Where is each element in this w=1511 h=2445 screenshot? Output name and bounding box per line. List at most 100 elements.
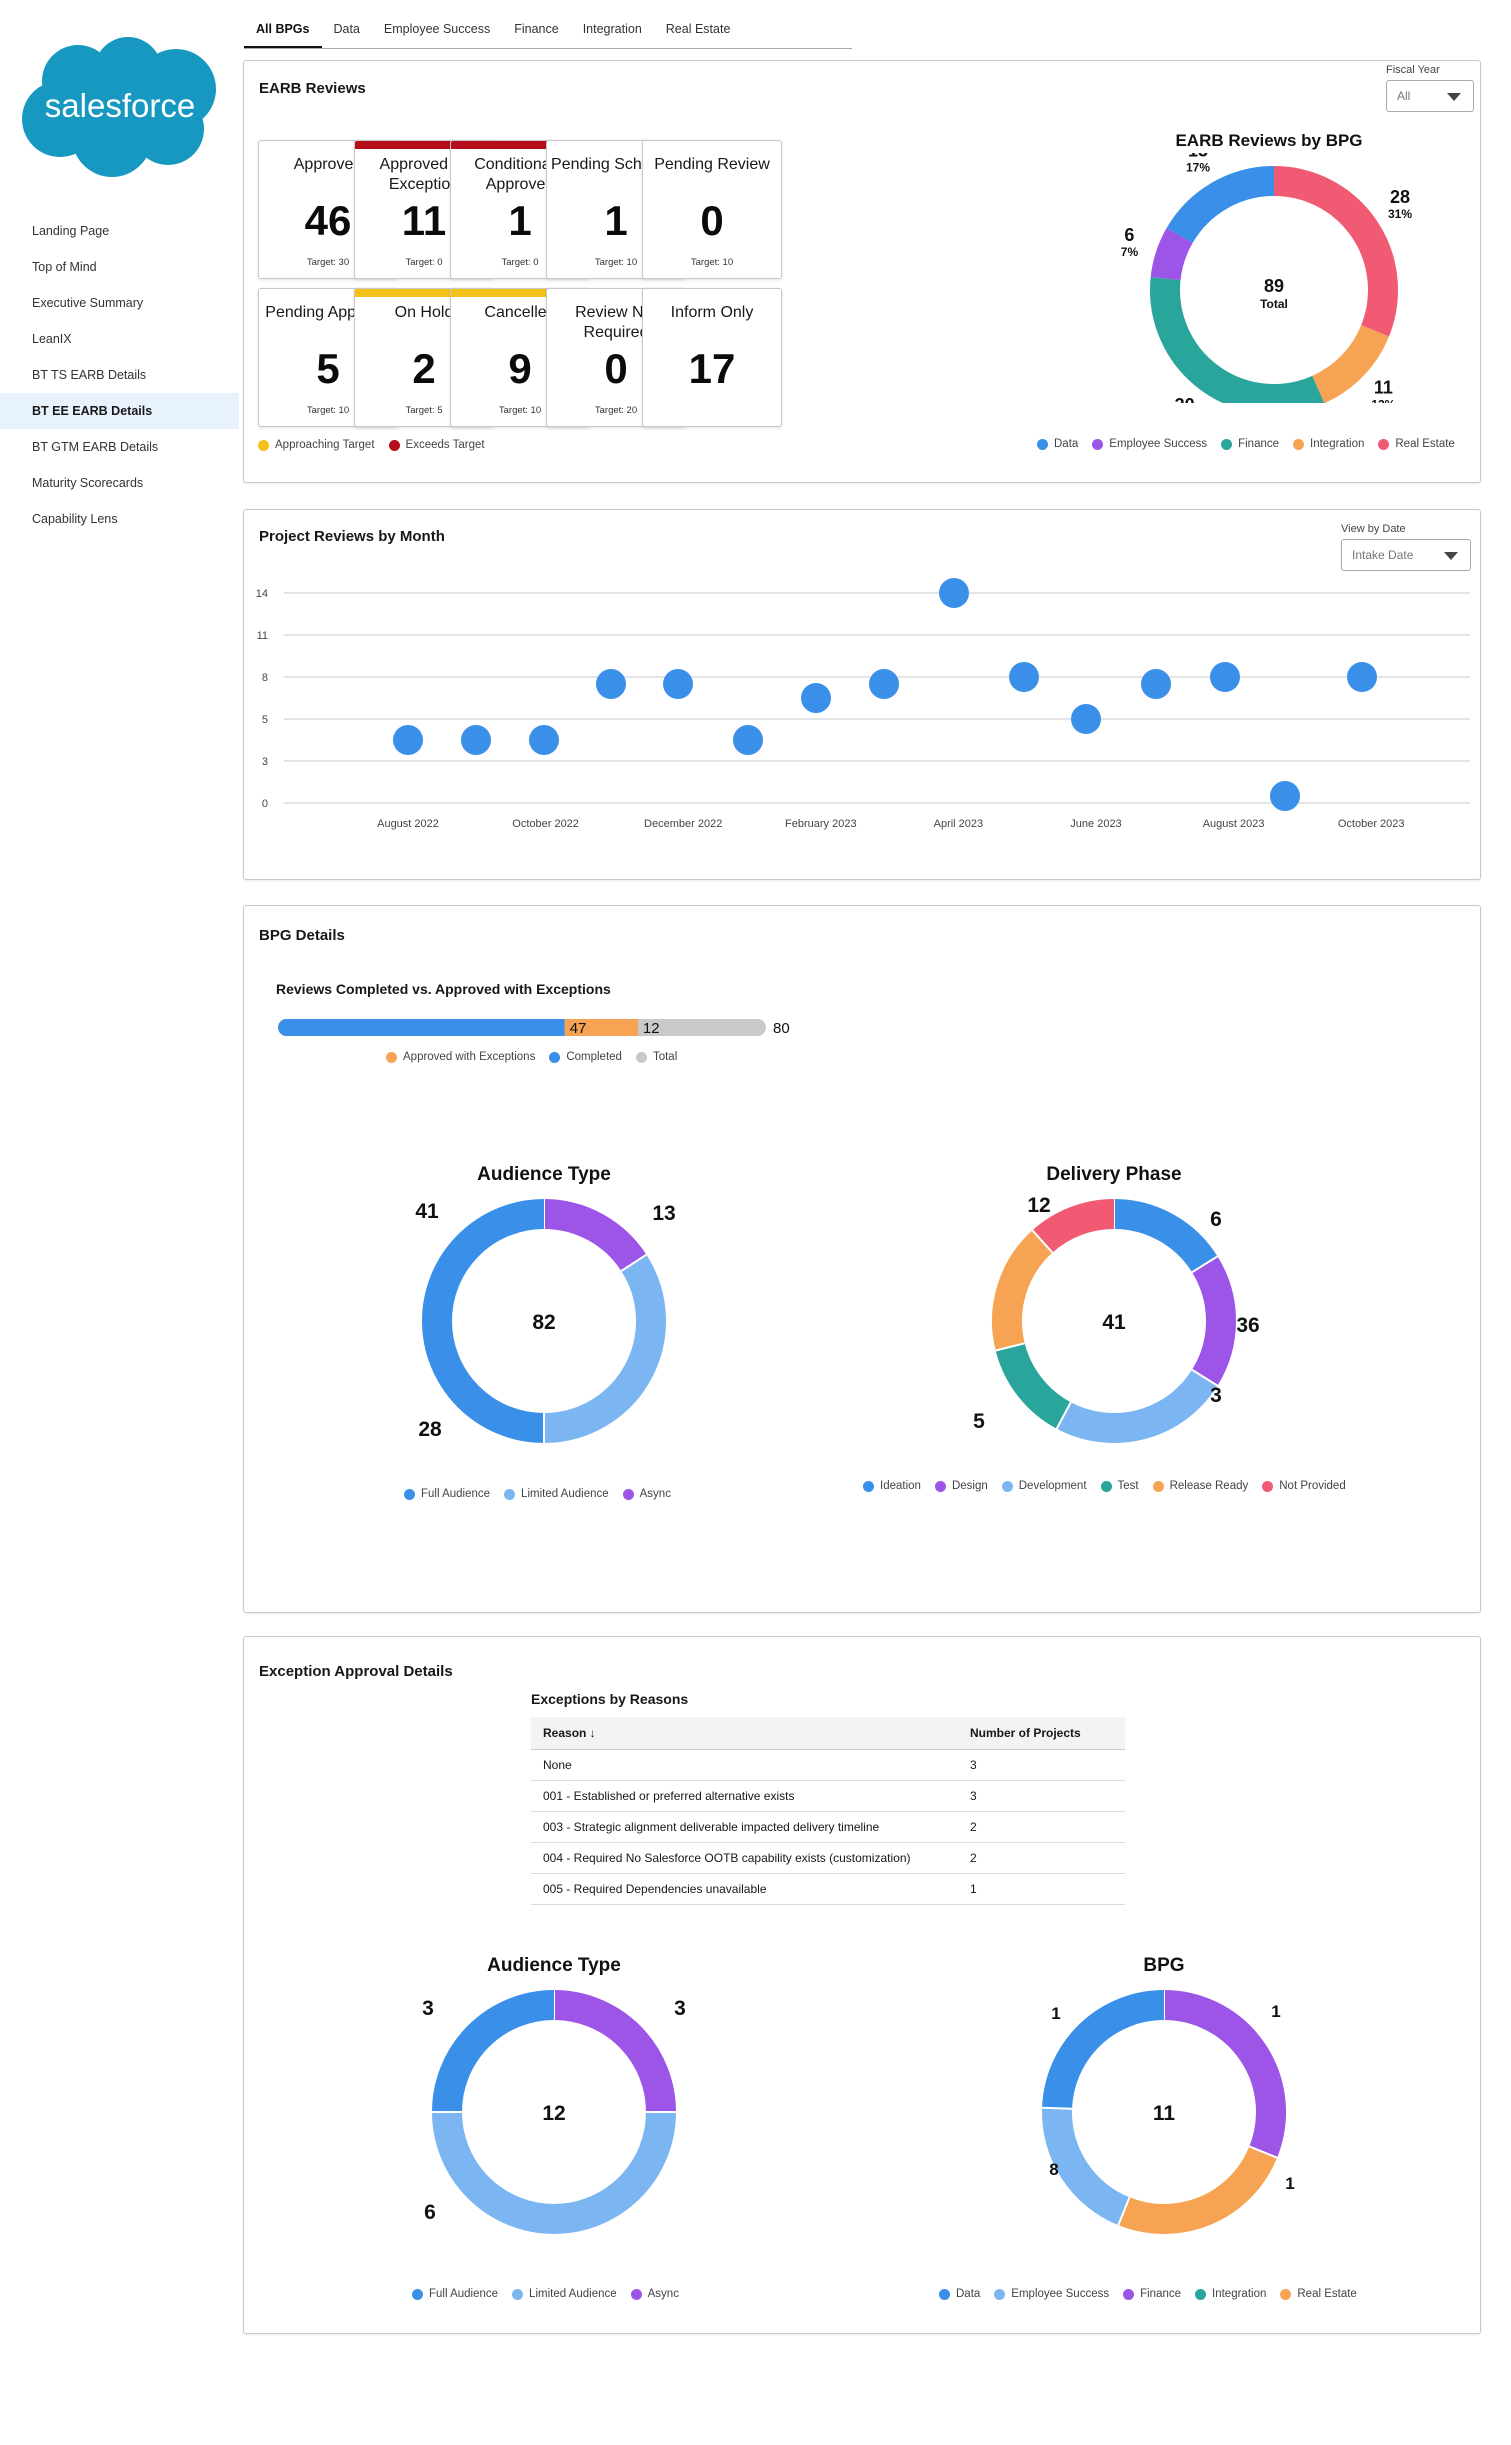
legend-item-design: Design xyxy=(934,1480,988,1492)
donut-slice-limited-audience[interactable] xyxy=(432,2111,676,2234)
monthly-scatter-chart: 0 3 5 8 11 14 August 2022 October 2022 December … xyxy=(256,578,1470,830)
donut-slice-finance[interactable] xyxy=(1163,1990,1286,2158)
scatter-point[interactable] xyxy=(596,669,626,699)
kpi-tile-inform-only[interactable]: Inform Only 17 xyxy=(642,288,782,427)
donut-slice-async[interactable] xyxy=(543,1199,647,1272)
reason-cell: 005 - Required Dependencies unavailable xyxy=(531,1873,958,1905)
donut-label-not-provided: 12 xyxy=(1027,1196,1050,1217)
donut-slice-real-estate[interactable] xyxy=(1273,166,1398,337)
scatter-point[interactable] xyxy=(461,725,491,755)
sidebar-item-landing-page[interactable]: Landing Page xyxy=(32,224,110,238)
tab-all-bpgs[interactable]: All BPGs xyxy=(244,15,322,48)
fiscal-year-dropdown[interactable]: All xyxy=(1386,80,1474,112)
view-by-date-value: Intake Date xyxy=(1352,548,1414,562)
legend-swatch xyxy=(258,439,269,451)
table-row: 001 - Established or preferred alternati… xyxy=(531,1780,1125,1812)
donut-slice-employee-success[interactable] xyxy=(1042,2107,1130,2226)
tile-target: Target: 0 xyxy=(501,257,539,268)
sidebar-item-bt-ee-earb-details[interactable]: BT EE EARB Details xyxy=(0,393,239,429)
donut-slice-async[interactable] xyxy=(553,1990,676,2113)
progress-exceptions-label: 12 xyxy=(643,1020,660,1037)
legend-swatch xyxy=(386,1051,397,1063)
scatter-point[interactable] xyxy=(1141,669,1171,699)
scatter-point[interactable] xyxy=(1071,704,1101,734)
donut-label-full-audience: 3 xyxy=(422,1997,434,2020)
exceptions-table-title: Exceptions by Reasons xyxy=(531,1691,689,1707)
tab-integration[interactable]: Integration xyxy=(582,22,642,36)
table-row: None 3 xyxy=(531,1749,1125,1781)
donut-slice-limited-audience[interactable] xyxy=(543,1254,666,1443)
legend-swatch xyxy=(388,439,400,451)
fiscal-year-value: All xyxy=(1397,89,1411,103)
legend-label: Finance xyxy=(1238,438,1280,450)
scatter-point[interactable] xyxy=(801,683,831,713)
tab-finance[interactable]: Finance xyxy=(514,22,559,36)
donut-slice-employee-success[interactable] xyxy=(1150,228,1193,281)
tile-label: Inform Only xyxy=(670,304,754,321)
donut-slice-ideation[interactable] xyxy=(1113,1199,1218,1273)
donut-slice-integration[interactable] xyxy=(1311,324,1389,403)
donut-slice-development[interactable] xyxy=(1056,1369,1218,1443)
scatter-point[interactable] xyxy=(1210,662,1240,692)
legend-swatch xyxy=(939,2288,950,2300)
y-tick-label: 14 xyxy=(256,588,268,600)
sidebar-item-executive-summary[interactable]: Executive Summary xyxy=(32,296,144,310)
donut-label-employee-success: 8 xyxy=(1049,2160,1058,2179)
scatter-point[interactable] xyxy=(1347,662,1377,692)
scatter-point[interactable] xyxy=(869,669,899,699)
legend-item-release-ready: Release Ready xyxy=(1152,1480,1248,1492)
legend-item-data: Data xyxy=(1037,438,1078,450)
slice-separator xyxy=(1191,1368,1218,1387)
sidebar-item-leanix[interactable]: LeanIX xyxy=(32,332,72,346)
donut-slice-data[interactable] xyxy=(1042,1990,1165,2110)
legend-item-approaching-target: Approaching Target xyxy=(258,439,375,451)
view-by-date-dropdown[interactable]: Intake Date xyxy=(1341,539,1471,571)
donut-slice-real-estate[interactable] xyxy=(1118,2146,1278,2234)
bpg-details-card: BPG Details Reviews Completed vs. Approv… xyxy=(243,905,1481,1613)
legend-swatch xyxy=(622,1488,634,1500)
bpg-tabs: All BPGs Data Employee Success Finance Integ… xyxy=(244,15,852,49)
bpg-details-title: BPG Details xyxy=(259,927,345,944)
tab-employee-success[interactable]: Employee Success xyxy=(383,22,491,36)
sidebar-item-bt-ts-earb-details[interactable]: BT TS EARB Details xyxy=(32,368,147,382)
donut-slice-not-provided[interactable] xyxy=(1032,1199,1115,1253)
table-row: 005 - Required Dependencies unavailable 1 xyxy=(531,1873,1125,1905)
donut-slice-release-ready[interactable] xyxy=(992,1230,1053,1351)
count-cell: 1 xyxy=(958,1873,1125,1905)
legend-swatch xyxy=(1280,2288,1292,2300)
scatter-point[interactable] xyxy=(1270,781,1300,811)
donut-slice-finance[interactable] xyxy=(1150,277,1325,403)
donut-label-data: 1 xyxy=(1051,2004,1060,2023)
scatter-point[interactable] xyxy=(529,725,559,755)
sidebar-item-top-of-mind[interactable]: Top of Mind xyxy=(32,260,97,274)
donut-label-integration: 11 xyxy=(1374,378,1393,398)
donut-slice-data[interactable] xyxy=(1166,166,1275,244)
donut-slice-design[interactable] xyxy=(1191,1256,1236,1386)
tile-label: Review Not Required xyxy=(575,304,657,341)
legend-label: Design xyxy=(951,1480,988,1492)
scatter-point[interactable] xyxy=(663,669,693,699)
tab-data[interactable]: Data xyxy=(333,22,360,36)
scatter-point[interactable] xyxy=(733,725,763,755)
donut-pct-real-estate: 31% xyxy=(1388,207,1412,221)
donut-slice-full-audience[interactable] xyxy=(422,1199,545,1443)
sidebar-item-capability-lens[interactable]: Capability Lens xyxy=(32,512,118,526)
legend-swatch xyxy=(630,2288,642,2300)
kpi-tile-pending-review[interactable]: Pending Review 0 Target: 10 xyxy=(642,140,782,279)
legend-item-completed: Completed xyxy=(549,1051,622,1063)
slice-separator xyxy=(1191,1255,1218,1274)
salesforce-logo[interactable]: salesforce xyxy=(16,33,224,179)
table-header-row: Reason ↓ Number of Projects xyxy=(531,1717,1125,1750)
column-header-reason[interactable]: Reason ↓ xyxy=(531,1717,958,1750)
legend-swatch xyxy=(1037,438,1048,450)
sidebar-nav: Landing Page Top of Mind Executive Summary… xyxy=(0,213,239,537)
scatter-point[interactable] xyxy=(1009,662,1039,692)
tab-real-estate[interactable]: Real Estate xyxy=(665,22,731,36)
donut-slice-test[interactable] xyxy=(995,1342,1072,1429)
scatter-point[interactable] xyxy=(939,578,969,608)
sidebar-item-bt-gtm-earb-details[interactable]: BT GTM EARB Details xyxy=(32,440,159,454)
count-cell: 2 xyxy=(958,1811,1125,1843)
sidebar-item-maturity-scorecards[interactable]: Maturity Scorecards xyxy=(32,476,144,490)
donut-slice-full-audience[interactable] xyxy=(432,1990,555,2113)
scatter-point[interactable] xyxy=(393,725,423,755)
